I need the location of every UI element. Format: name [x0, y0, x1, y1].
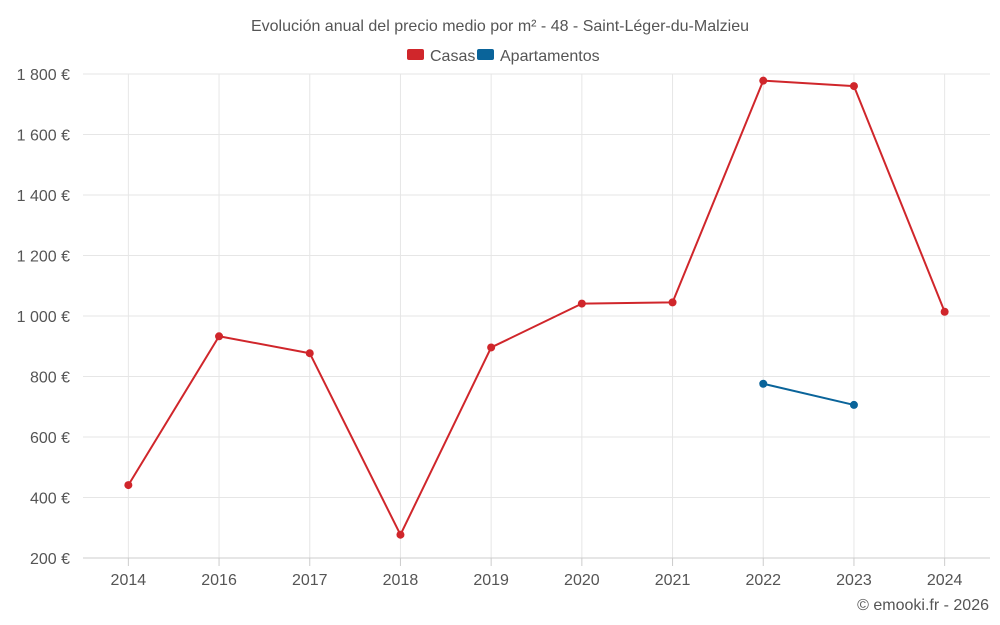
chart-title: Evolución anual del precio medio por m² …: [251, 18, 749, 35]
data-point-casas[interactable]: [487, 343, 496, 352]
data-point-casas[interactable]: [215, 332, 224, 341]
data-point-casas[interactable]: [396, 530, 405, 539]
x-tick-label: 2024: [927, 572, 963, 589]
y-tick-label: 1 400 €: [17, 188, 70, 205]
data-point-casas[interactable]: [577, 299, 586, 308]
x-tick-label: 2023: [836, 572, 872, 589]
data-point-casas[interactable]: [759, 76, 768, 85]
y-tick-label: 1 600 €: [17, 128, 70, 145]
x-axis: 2014 2016 2017 2018 2019 2020 2021 2022 2023 2024: [83, 557, 990, 589]
y-tick-label: 600 €: [30, 430, 70, 447]
legend-label-apartamentos[interactable]: Apartamentos: [500, 48, 600, 65]
y-tick-label: 1 000 €: [17, 309, 70, 326]
series-line-apartamentos: [763, 382, 855, 406]
grid: [83, 73, 990, 559]
data-point-casas[interactable]: [940, 307, 949, 316]
y-tick-label: 800 €: [30, 370, 70, 387]
y-tick-label: 200 €: [30, 551, 70, 568]
data-point-apartamentos[interactable]: [849, 400, 858, 409]
series-layer: [124, 76, 949, 539]
data-point-casas[interactable]: [849, 82, 858, 91]
data-point-casas[interactable]: [124, 481, 133, 490]
credit-text: © emooki.fr - 2026: [857, 597, 989, 614]
legend: Casas Apartamentos: [407, 48, 600, 65]
y-tick-label: 400 €: [30, 491, 70, 508]
data-point-casas[interactable]: [305, 349, 314, 358]
legend-swatch-apartamentos[interactable]: [477, 49, 494, 60]
data-point-apartamentos[interactable]: [759, 379, 768, 388]
x-tick-label: 2021: [655, 572, 691, 589]
x-tick-label: 2018: [383, 572, 419, 589]
series-line-casas: [127, 79, 946, 536]
y-tick-label: 1 200 €: [17, 249, 70, 266]
x-tick-label: 2017: [292, 572, 328, 589]
legend-swatch-casas[interactable]: [407, 49, 424, 60]
y-tick-label: 1 800 €: [17, 67, 70, 84]
y-axis: 200 € 400 € 600 € 800 € 1 000 € 1 200 € 1 400 …: [17, 67, 70, 568]
x-tick-label: 2019: [473, 572, 509, 589]
x-tick-label: 2014: [111, 572, 147, 589]
data-point-casas[interactable]: [668, 298, 677, 307]
x-tick-label: 2020: [564, 572, 600, 589]
x-tick-label: 2022: [745, 572, 781, 589]
x-tick-label: 2016: [201, 572, 237, 589]
legend-label-casas[interactable]: Casas: [430, 48, 475, 65]
